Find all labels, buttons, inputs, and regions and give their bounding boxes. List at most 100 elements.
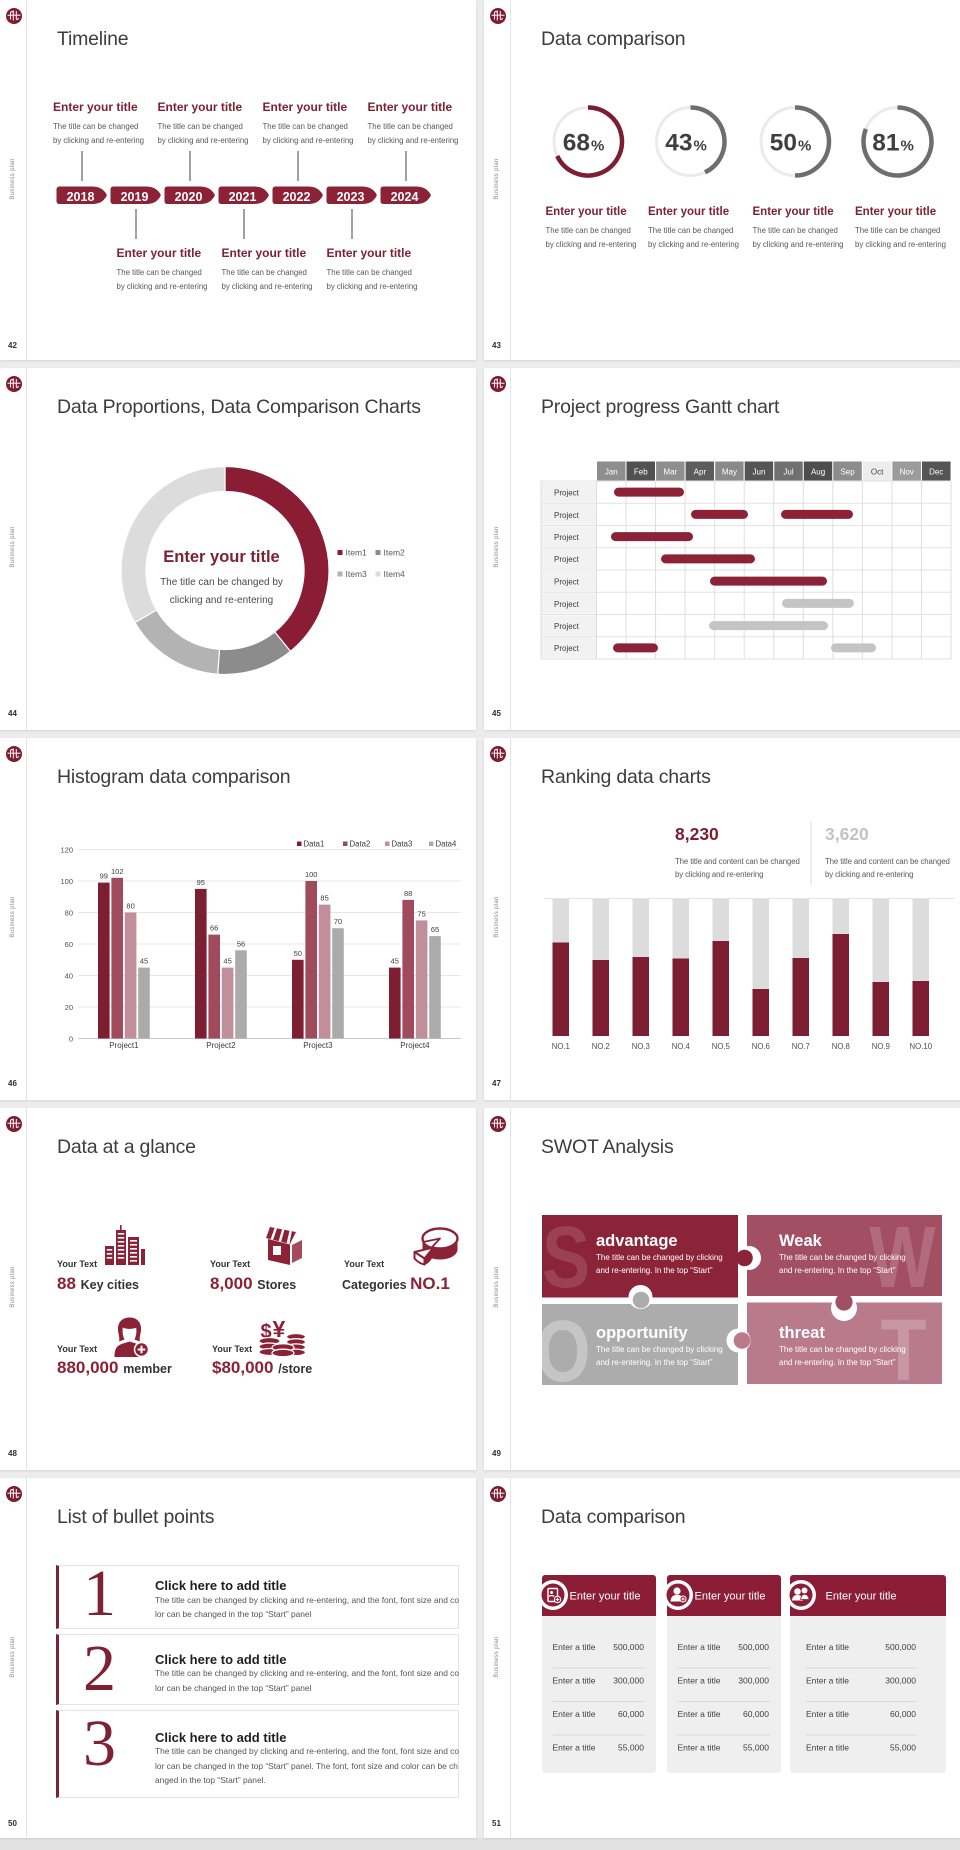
svg-text:65: 65 [431, 925, 439, 934]
svg-text:2023: 2023 [337, 190, 365, 204]
svg-text:%: % [591, 138, 604, 155]
svg-text:Project2: Project2 [206, 1041, 236, 1050]
svg-text:Dec: Dec [929, 468, 943, 477]
svg-text:NO.1: NO.1 [552, 1042, 570, 1051]
svg-text:¥: ¥ [273, 1316, 286, 1342]
svg-text:Oct: Oct [871, 468, 884, 477]
svg-text:500,000: 500,000 [885, 1642, 916, 1652]
svg-text:55,000: 55,000 [618, 1743, 644, 1753]
svg-text:%: % [901, 138, 914, 155]
svg-text:NO.2: NO.2 [592, 1042, 610, 1051]
svg-text:Enter a title: Enter a title [678, 1743, 721, 1753]
svg-text:$: $ [261, 1321, 272, 1343]
svg-text:%: % [694, 138, 707, 155]
svg-text:70: 70 [334, 917, 342, 926]
svg-text:Project: Project [554, 533, 580, 542]
svg-text:Item4: Item4 [384, 569, 406, 579]
svg-text:Enter a title: Enter a title [678, 1642, 721, 1652]
svg-text:%: % [798, 138, 811, 155]
svg-text:Mar: Mar [664, 468, 678, 477]
svg-text:45: 45 [140, 957, 148, 966]
svg-text:W: W [870, 1209, 937, 1306]
svg-text:300,000: 300,000 [613, 1676, 644, 1686]
svg-text:56: 56 [237, 939, 245, 948]
svg-text:500,000: 500,000 [613, 1642, 644, 1652]
svg-text:Data2: Data2 [350, 840, 371, 849]
svg-text:Data4: Data4 [436, 840, 457, 849]
svg-text:2021: 2021 [229, 190, 257, 204]
svg-text:Project: Project [554, 555, 580, 564]
svg-text:NO.9: NO.9 [872, 1042, 890, 1051]
svg-text:Enter a title: Enter a title [806, 1642, 849, 1652]
svg-text:May: May [722, 468, 737, 477]
svg-text:95: 95 [197, 878, 205, 887]
svg-text:O: O [536, 1303, 591, 1400]
svg-text:43: 43 [665, 130, 692, 157]
svg-text:Project1: Project1 [109, 1041, 139, 1050]
svg-text:Enter a title: Enter a title [806, 1743, 849, 1753]
svg-text:80: 80 [126, 902, 134, 911]
svg-text:100: 100 [305, 870, 318, 879]
svg-text:2020: 2020 [175, 190, 203, 204]
svg-text:45: 45 [223, 957, 231, 966]
svg-text:300,000: 300,000 [885, 1676, 916, 1686]
svg-text:Feb: Feb [634, 468, 648, 477]
svg-text:2019: 2019 [121, 190, 149, 204]
svg-text:500,000: 500,000 [738, 1642, 769, 1652]
svg-text:Enter your title: Enter your title [570, 1591, 641, 1603]
svg-text:Enter your title: Enter your title [826, 1591, 897, 1603]
svg-text:NO.6: NO.6 [752, 1042, 770, 1051]
svg-text:Project3: Project3 [303, 1041, 333, 1050]
svg-text:0: 0 [69, 1035, 73, 1044]
svg-text:55,000: 55,000 [890, 1743, 916, 1753]
svg-text:50: 50 [294, 949, 302, 958]
svg-text:Aug: Aug [811, 468, 825, 477]
svg-text:NO.7: NO.7 [792, 1042, 810, 1051]
svg-text:60,000: 60,000 [743, 1709, 769, 1719]
svg-text:Enter a title: Enter a title [553, 1676, 596, 1686]
svg-text:40: 40 [65, 972, 73, 981]
svg-text:2018: 2018 [67, 190, 95, 204]
svg-text:50: 50 [770, 130, 797, 157]
svg-text:Jul: Jul [783, 468, 793, 477]
svg-text:Data1: Data1 [304, 840, 325, 849]
svg-text:Project: Project [554, 489, 580, 498]
svg-text:Enter a title: Enter a title [806, 1709, 849, 1719]
svg-text:60,000: 60,000 [890, 1709, 916, 1719]
svg-text:60: 60 [65, 940, 73, 949]
svg-text:88: 88 [404, 889, 412, 898]
svg-text:66: 66 [210, 924, 218, 933]
svg-text:Enter your title: Enter your title [695, 1591, 766, 1603]
svg-text:2024: 2024 [391, 190, 419, 204]
svg-text:55,000: 55,000 [743, 1743, 769, 1753]
svg-text:81: 81 [872, 130, 899, 157]
svg-text:Project: Project [554, 511, 580, 520]
svg-text:Project: Project [554, 644, 580, 653]
svg-text:100: 100 [60, 877, 73, 886]
svg-text:99: 99 [100, 872, 108, 881]
svg-text:Project4: Project4 [400, 1041, 430, 1050]
svg-text:NO.10: NO.10 [910, 1042, 933, 1051]
svg-text:Data3: Data3 [392, 840, 413, 849]
svg-text:45: 45 [391, 957, 399, 966]
svg-text:68: 68 [563, 130, 590, 157]
svg-text:Project: Project [554, 600, 580, 609]
svg-text:75: 75 [417, 909, 425, 918]
svg-text:Nov: Nov [900, 468, 914, 477]
svg-text:Jan: Jan [605, 468, 618, 477]
svg-text:Item3: Item3 [346, 569, 368, 579]
svg-text:NO.4: NO.4 [672, 1042, 691, 1051]
svg-text:NO.3: NO.3 [632, 1042, 650, 1051]
svg-text:Enter a title: Enter a title [553, 1642, 596, 1652]
svg-text:2022: 2022 [283, 190, 311, 204]
svg-text:Enter a title: Enter a title [678, 1676, 721, 1686]
svg-text:120: 120 [60, 846, 73, 855]
svg-text:85: 85 [320, 894, 328, 903]
svg-text:NO.5: NO.5 [712, 1042, 731, 1051]
svg-text:Item2: Item2 [384, 548, 406, 558]
svg-text:Enter a title: Enter a title [553, 1743, 596, 1753]
svg-text:300,000: 300,000 [738, 1676, 769, 1686]
svg-text:20: 20 [65, 1003, 73, 1012]
svg-text:Apr: Apr [694, 468, 707, 477]
svg-text:60,000: 60,000 [618, 1709, 644, 1719]
